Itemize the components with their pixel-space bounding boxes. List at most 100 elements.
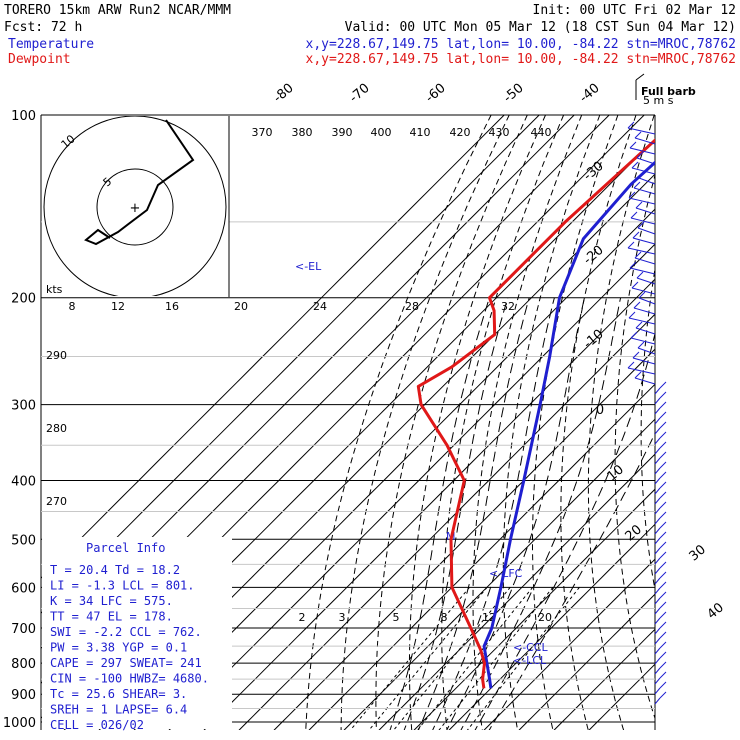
hodograph-trace — [84, 119, 195, 246]
dry-adiabat-line — [305, 115, 492, 730]
wind-barb — [628, 311, 656, 325]
full-barb-key: Full barb 5 m s — [635, 73, 696, 107]
wind-barb — [634, 131, 656, 145]
temperature-line — [482, 160, 655, 689]
isotherm-label: 0 — [596, 403, 604, 418]
mixing-ratio-label: 20 — [538, 611, 552, 624]
pressure-tick-label: 1000 — [3, 716, 36, 731]
moist-adiabat-line — [460, 297, 622, 730]
mixing-ratio-line — [466, 586, 580, 730]
theta-label: 400 — [371, 126, 392, 139]
hodograph-ring — [43, 116, 227, 296]
wind-barb — [633, 181, 656, 195]
pressure-tick-label: 100 — [11, 109, 36, 124]
wind-barb — [654, 501, 667, 515]
isotherm-line — [343, 418, 655, 730]
theta-label: 430 — [489, 126, 510, 139]
wind-barb — [654, 631, 667, 645]
hodograph-ring — [96, 168, 174, 246]
wind-barb — [654, 691, 667, 705]
wind-barb — [638, 171, 656, 185]
dry-adiabat-line — [587, 115, 655, 730]
dry-adiabat-line — [532, 115, 619, 730]
dry-adiabat-line — [614, 173, 655, 720]
dewpoint-legend: Dewpoint — [8, 52, 71, 67]
dewpoint-location: x,y=228.67,149.75 lat,lon= 10.00, -84.22… — [306, 52, 736, 67]
wind-barb — [629, 141, 656, 155]
wind-barb — [654, 491, 667, 505]
theta-label: 420 — [450, 126, 471, 139]
isotherm-label: -30 — [581, 159, 607, 184]
parcel-info-line: Tc = 25.6 SHEAR= 3. — [50, 687, 187, 701]
pressure-tick-label: 200 — [11, 292, 36, 307]
forecast-hour: Fcst: 72 h — [4, 20, 82, 35]
dry-adiabat-line — [691, 115, 740, 732]
mixing-ratio-label: 8 — [441, 611, 448, 624]
pressure-tick-label: 500 — [11, 533, 36, 548]
moist-adiabat-line — [389, 297, 490, 730]
wind-barb — [638, 291, 656, 305]
wind-barb — [627, 241, 656, 255]
level-label-lcl: <-LCL — [513, 654, 547, 667]
dry-adiabat-line — [715, 115, 740, 732]
wind-barb — [654, 561, 667, 575]
parcel-info-line: K = 34 LFC = 575. — [50, 594, 173, 608]
mixing-ratio-line — [393, 586, 511, 730]
wind-barb — [654, 471, 667, 485]
wind-barb — [635, 201, 656, 215]
isotherm-label: -70 — [347, 81, 373, 106]
theta-label-left: 290 — [46, 349, 67, 362]
parcel-info-line: T = 20.4 Td = 18.2 — [50, 563, 180, 577]
isotherm-line — [588, 663, 655, 730]
level-label-ccl: <-CCL — [513, 641, 549, 654]
isotherm-line — [553, 628, 655, 730]
theta-label: 440 — [531, 126, 552, 139]
theta-label: 370 — [252, 126, 273, 139]
pressure-tick-label: 800 — [11, 657, 36, 672]
hodograph-speed-label: 20 — [234, 300, 248, 313]
pressure-tick-label: 300 — [11, 399, 36, 414]
wind-barb — [632, 351, 656, 365]
wind-barb — [654, 571, 667, 585]
isotherm-line — [518, 593, 655, 730]
mixing-ratio-label: 2 — [299, 611, 306, 624]
wind-barb — [636, 271, 656, 285]
isotherm-line — [238, 313, 655, 730]
wind-barb — [654, 611, 667, 625]
isotherm-line — [448, 523, 655, 730]
valid-time: Valid: 00 UTC Mon 05 Mar 12 (18 CST Sun … — [345, 20, 736, 35]
wind-barb — [654, 451, 667, 465]
level-label-el: <-EL — [295, 260, 322, 273]
wind-barb — [630, 211, 656, 225]
parcel-info-line: CAPE = 297 SWEAT= 241 — [50, 656, 202, 670]
moist-adiabat-line — [417, 297, 530, 730]
isotherm-label: -80 — [271, 81, 297, 106]
mixing-ratio-label: 3 — [339, 611, 346, 624]
theta-label: 410 — [410, 126, 431, 139]
parcel-info-line: TT = 47 EL = 178. — [50, 610, 173, 624]
hodograph-speed-label: 24 — [313, 300, 327, 313]
moist-adiabat-line — [446, 297, 585, 730]
wind-barb — [637, 341, 656, 355]
isotherm-label: -10 — [581, 327, 607, 352]
level-label-lfc: <-LFC — [489, 567, 523, 580]
pressure-tick-label: 400 — [11, 475, 36, 490]
wind-barb — [633, 301, 656, 315]
theta-label-left: 270 — [46, 495, 67, 508]
parcel-info-panel: Parcel Info T = 20.4 Td = 18.2 LI = -1.3 … — [42, 537, 232, 732]
wind-barb — [654, 621, 667, 635]
hodograph-center-icon: + — [130, 201, 141, 216]
dry-adiabat-line — [560, 115, 637, 730]
wind-barb — [654, 591, 667, 605]
theta-label-left: 280 — [46, 422, 67, 435]
wind-barb — [634, 251, 656, 265]
wind-barb — [654, 661, 667, 675]
parcel-info-line: CIN = -100 HWBZ= 4680. — [50, 672, 209, 686]
dry-adiabat-line — [666, 115, 730, 732]
wind-barb — [654, 551, 667, 565]
isotherm-label: -40 — [577, 81, 603, 106]
wind-barb — [630, 331, 656, 345]
wind-barb — [654, 391, 667, 405]
isotherm-line — [413, 488, 655, 730]
